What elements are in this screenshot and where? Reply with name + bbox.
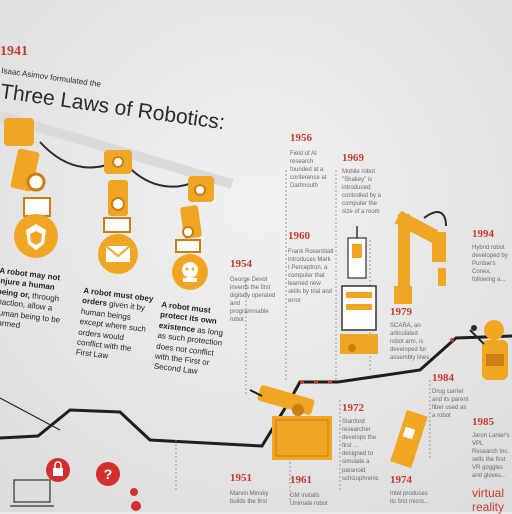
robot-arm-icon xyxy=(4,118,58,258)
year-1956: 1956 xyxy=(290,132,312,144)
event-1984: Drug carrier and its parent fiber used a… xyxy=(432,389,469,420)
lock-icon xyxy=(46,458,70,482)
scara-arm-icon xyxy=(394,210,447,304)
year-1984: 1984 xyxy=(432,372,454,384)
law-1: A robot may not injure a human being or,… xyxy=(0,266,79,338)
year-1985: 1985 xyxy=(472,416,494,428)
robot-arm-icon xyxy=(98,150,138,274)
event-1985: Jaron Lanier's VPL Research Inc. sells t… xyxy=(472,433,510,480)
year-1969: 1969 xyxy=(342,152,364,164)
robot-face-icon xyxy=(182,262,198,278)
event-1974: Intel produces its first micro... xyxy=(390,491,429,506)
year-1941: 1941 xyxy=(0,44,28,59)
shakey-robot-icon xyxy=(340,226,378,354)
law-3: A robot must protect its own existence a… xyxy=(153,300,235,381)
year-1961: 1961 xyxy=(290,474,312,486)
question-icon: ? xyxy=(96,462,141,511)
vr-headset-icon xyxy=(469,320,508,380)
event-1951: Marvin Minsky builds the first xyxy=(230,491,269,506)
year-1954: 1954 xyxy=(230,258,252,270)
robot-arm-icon xyxy=(172,176,214,290)
svg-text:?: ? xyxy=(104,466,113,482)
event-1969: Mobile robot "Shakey" is introduced; con… xyxy=(342,169,382,216)
side-label: virtual reality xyxy=(472,486,505,514)
year-1972: 1972 xyxy=(342,402,364,414)
chip-icon xyxy=(390,409,428,469)
event-1960: Frank Rosenblatt introduces Mark I Perce… xyxy=(288,249,334,304)
event-1994: Hybrid robot developed by Purdue's Conex… xyxy=(472,245,508,284)
industrial-arm-icon xyxy=(249,385,332,460)
event-1954: George Devol invents the first digitally… xyxy=(230,277,276,324)
law-2: A robot must obey orders given it by hum… xyxy=(75,286,155,367)
year-1974: 1974 xyxy=(390,474,412,486)
year-1960: 1960 xyxy=(288,230,310,242)
law-2-rest: given it by human beings except where su… xyxy=(75,299,147,361)
year-1979: 1979 xyxy=(390,306,412,318)
year-1951: 1951 xyxy=(230,472,252,484)
computer-icon xyxy=(10,479,54,507)
event-1979: SCARA, an articulated robot arm, is deve… xyxy=(390,323,430,362)
year-1994: 1994 xyxy=(472,228,494,240)
event-1956: Field of AI research founded at a confer… xyxy=(290,151,327,190)
event-1961: GM installs Unimate robot xyxy=(290,493,328,508)
event-1972: Stanford researcher develops the first .… xyxy=(342,419,379,482)
